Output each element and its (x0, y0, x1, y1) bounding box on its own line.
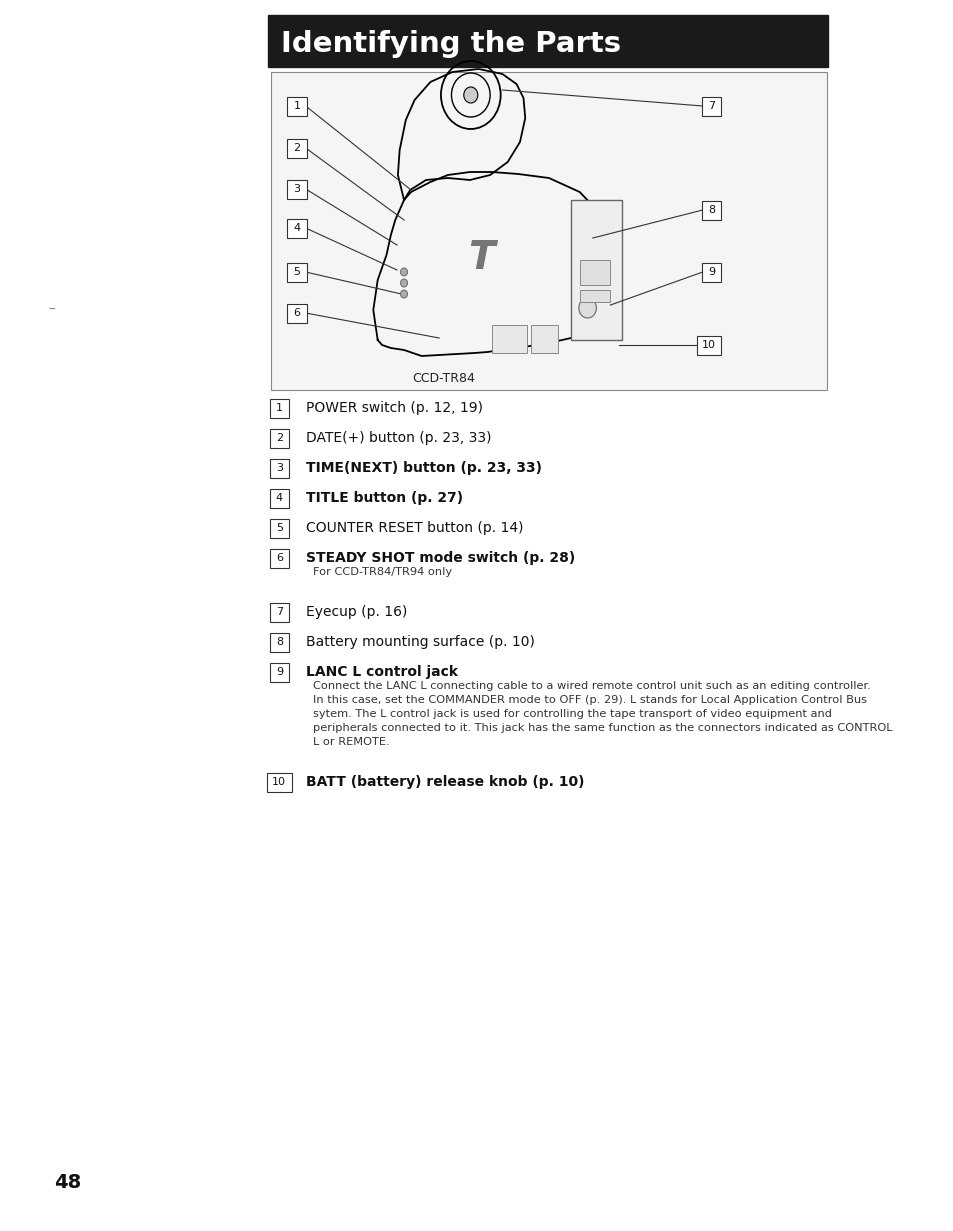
FancyBboxPatch shape (270, 399, 289, 417)
FancyBboxPatch shape (696, 336, 720, 355)
Text: 5: 5 (275, 523, 282, 533)
Text: TITLE button (p. 27): TITLE button (p. 27) (305, 491, 462, 505)
FancyBboxPatch shape (287, 139, 306, 158)
FancyBboxPatch shape (270, 662, 289, 682)
FancyBboxPatch shape (287, 262, 306, 282)
Text: 10: 10 (272, 777, 286, 787)
Text: peripherals connected to it. This jack has the same function as the connectors i: peripherals connected to it. This jack h… (313, 723, 891, 732)
Circle shape (400, 268, 407, 276)
Text: 6: 6 (294, 308, 300, 318)
Bar (579, 260, 610, 286)
FancyBboxPatch shape (270, 518, 289, 538)
Text: 1: 1 (275, 403, 282, 412)
Circle shape (400, 291, 407, 298)
Text: 10: 10 (701, 340, 715, 350)
FancyBboxPatch shape (701, 262, 720, 282)
Text: DATE(+) button (p. 23, 33): DATE(+) button (p. 23, 33) (305, 431, 491, 444)
Text: TIME(NEXT) button (p. 23, 33): TIME(NEXT) button (p. 23, 33) (305, 460, 541, 475)
Text: In this case, set the COMMANDER mode to OFF (p. 29). L stands for Local Applicat: In this case, set the COMMANDER mode to … (313, 696, 865, 705)
Text: STEADY SHOT mode switch (p. 28): STEADY SHOT mode switch (p. 28) (305, 551, 575, 565)
Text: 4: 4 (293, 223, 300, 233)
Text: POWER switch (p. 12, 19): POWER switch (p. 12, 19) (305, 401, 482, 415)
Text: 4: 4 (275, 492, 283, 503)
FancyBboxPatch shape (270, 428, 289, 448)
FancyBboxPatch shape (270, 549, 289, 567)
Text: sytem. The L control jack is used for controlling the tape transport of video eq: sytem. The L control jack is used for co… (313, 709, 831, 719)
FancyBboxPatch shape (270, 458, 289, 478)
Text: 2: 2 (293, 143, 300, 153)
Text: CCD-TR84: CCD-TR84 (412, 372, 475, 384)
Text: 3: 3 (275, 463, 282, 473)
Text: 6: 6 (275, 553, 282, 563)
FancyBboxPatch shape (270, 633, 289, 651)
Text: 7: 7 (275, 607, 283, 617)
FancyBboxPatch shape (287, 218, 306, 238)
Circle shape (400, 279, 407, 287)
Text: 48: 48 (54, 1173, 82, 1193)
Text: Battery mounting surface (p. 10): Battery mounting surface (p. 10) (305, 635, 534, 649)
Text: LANC L control jack: LANC L control jack (305, 665, 457, 680)
Text: 9: 9 (275, 667, 283, 677)
Text: 9: 9 (707, 267, 715, 277)
Text: BATT (battery) release knob (p. 10): BATT (battery) release knob (p. 10) (305, 776, 583, 789)
Circle shape (463, 87, 477, 103)
FancyBboxPatch shape (267, 773, 292, 792)
Text: T: T (468, 239, 494, 277)
Bar (268, 15, 827, 66)
Text: Identifying the Parts: Identifying the Parts (281, 30, 620, 58)
Circle shape (578, 298, 596, 318)
Text: 5: 5 (294, 267, 300, 277)
FancyBboxPatch shape (701, 201, 720, 219)
Bar (492, 325, 526, 353)
Text: COUNTER RESET button (p. 14): COUNTER RESET button (p. 14) (305, 521, 522, 535)
Text: For CCD-TR84/TR94 only: For CCD-TR84/TR94 only (313, 567, 452, 577)
FancyBboxPatch shape (287, 180, 306, 198)
Bar (271, 71, 826, 390)
Text: 7: 7 (707, 101, 715, 111)
FancyBboxPatch shape (270, 489, 289, 507)
Text: Eyecup (p. 16): Eyecup (p. 16) (305, 604, 407, 619)
FancyBboxPatch shape (287, 96, 306, 116)
Text: Connect the LANC L connecting cable to a wired remote control unit such as an ed: Connect the LANC L connecting cable to a… (313, 681, 870, 691)
Text: 8: 8 (275, 636, 283, 648)
FancyBboxPatch shape (701, 96, 720, 116)
Text: 8: 8 (707, 206, 715, 215)
Text: 1: 1 (294, 101, 300, 111)
Bar (531, 325, 558, 353)
Text: L or REMOTE.: L or REMOTE. (313, 737, 389, 747)
Bar (579, 291, 610, 302)
Text: 3: 3 (294, 183, 300, 194)
Text: 2: 2 (275, 433, 283, 443)
Bar (570, 199, 621, 340)
Text: –: – (49, 303, 55, 318)
FancyBboxPatch shape (287, 304, 306, 323)
FancyBboxPatch shape (270, 602, 289, 622)
